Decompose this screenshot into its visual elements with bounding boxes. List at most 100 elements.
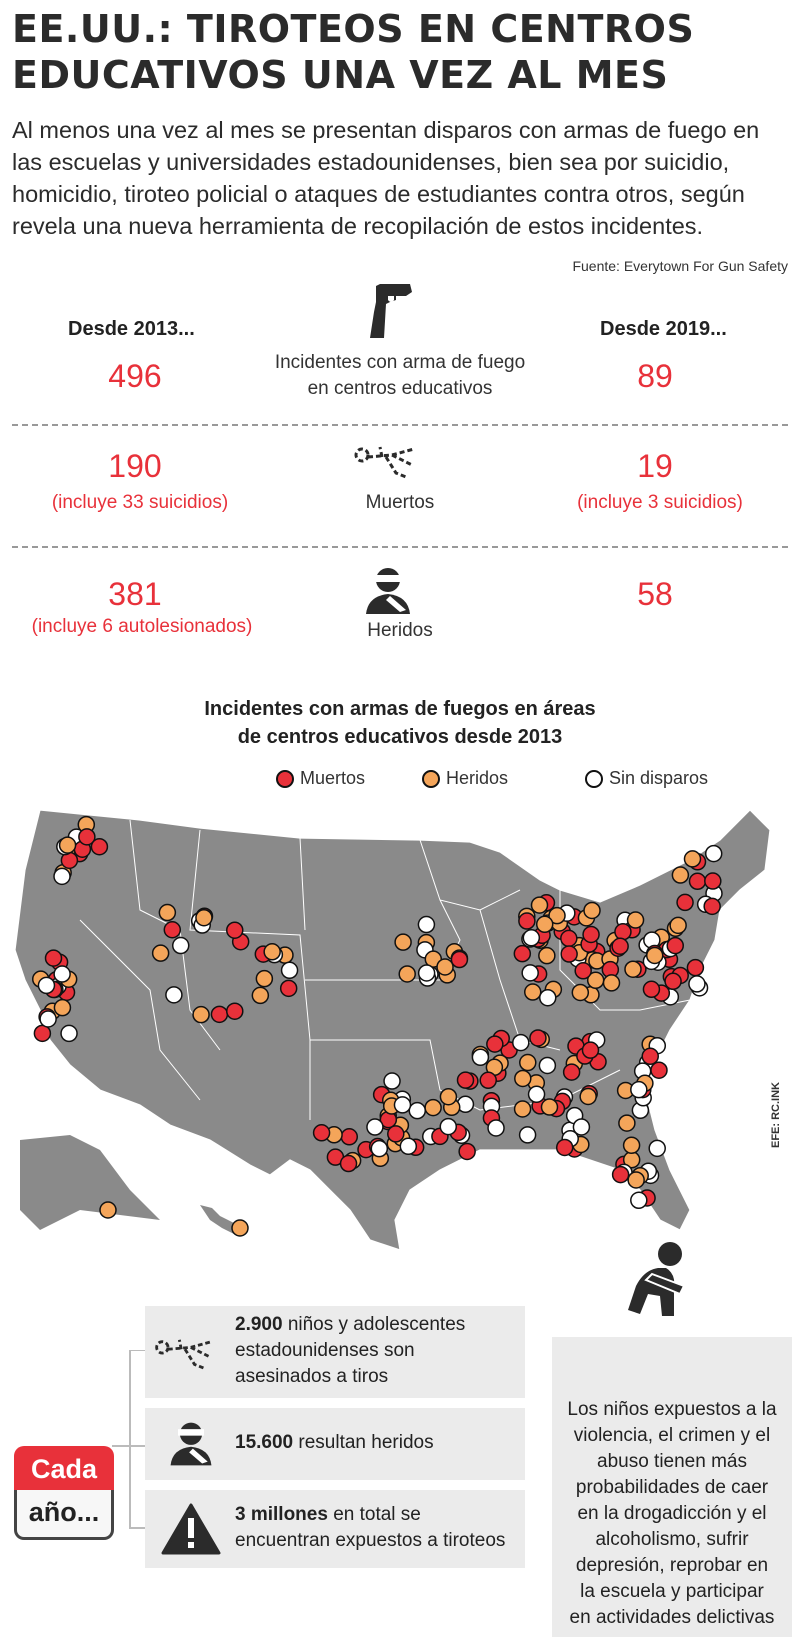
incident-dot <box>387 1125 405 1143</box>
alaska-shape <box>20 1135 160 1230</box>
legend-label: Muertos <box>300 768 366 788</box>
incident-dot <box>664 972 682 991</box>
distressed-child-icon <box>628 1242 686 1316</box>
legend-dot-orange <box>422 769 440 788</box>
incident-dot <box>671 866 690 884</box>
incident-dot <box>513 944 532 963</box>
incident-dot <box>676 893 694 912</box>
intro-line: las escuelas y universidades estadounide… <box>12 149 730 175</box>
incident-dot <box>611 937 629 955</box>
us-mainland-shape <box>14 809 771 1251</box>
incident-dot <box>548 906 566 925</box>
incident-dot <box>571 983 590 1002</box>
incident-dot <box>37 976 56 995</box>
legend-dot-red <box>276 769 294 788</box>
stat-label-incidents: Incidentes con arma de fuego en centros … <box>250 350 550 402</box>
stat-injured-2013: 381 <box>108 576 162 612</box>
incident-dot <box>666 936 684 955</box>
side-note-line: en actividades delictivas <box>569 1607 775 1628</box>
yearly-text: asesinados a tiros <box>235 1366 389 1387</box>
incident-dot <box>535 915 554 934</box>
calendar-badge-top: Cada <box>14 1446 114 1490</box>
stat-incidents-2013: 496 <box>108 358 162 394</box>
stat-label-line: en centros educativos <box>307 378 493 399</box>
body-outline-icon <box>155 1339 212 1370</box>
warning-icon <box>161 1503 221 1555</box>
incident-dot <box>622 1136 641 1155</box>
incident-dot <box>579 1087 597 1106</box>
incident-dot <box>279 979 298 998</box>
side-note-panel <box>552 1337 792 1637</box>
incident-dot <box>450 950 469 969</box>
stat-label-deaths: Muertos <box>365 492 435 513</box>
incident-dot <box>574 962 592 980</box>
yearly-text: estadounidenses son <box>235 1340 415 1361</box>
injured-person-icon <box>170 1422 212 1466</box>
incident-dot <box>703 897 721 916</box>
side-note-line: alcoholismo, sufrir <box>595 1529 749 1550</box>
legend-item-no-shots: Sin disparos <box>585 768 708 789</box>
incident-dot <box>487 1119 505 1137</box>
incident-dot <box>704 872 722 890</box>
side-note-line: la escuela y participar <box>580 1581 764 1602</box>
incident-dot <box>163 921 182 939</box>
yearly-text: niños y adolescentes <box>282 1314 466 1335</box>
incident-dot <box>417 964 436 982</box>
side-note-line: Los niños expuestos a la <box>567 1399 777 1420</box>
map-title-line: Incidentes con armas de fuegos en áreas <box>204 698 596 720</box>
intro-text: Al menos una vez al mes se presentan dis… <box>12 114 792 242</box>
side-note-line: abuso tienen más <box>597 1451 747 1472</box>
incident-dot <box>226 1002 244 1020</box>
source-credit: Fuente: Everytown For Gun Safety <box>572 258 788 274</box>
incident-dot <box>611 1165 630 1184</box>
map-title-line: de centros educativos desde 2013 <box>237 726 563 748</box>
incident-dot <box>583 901 601 920</box>
legend-item-deaths: Muertos <box>276 768 365 789</box>
incident-dot <box>582 925 600 944</box>
incident-dot <box>394 933 412 951</box>
incident-dot <box>231 1219 249 1237</box>
incident-dot <box>618 1114 636 1132</box>
incident-dot <box>263 943 281 961</box>
injured-person-icon <box>366 568 410 614</box>
incident-dot <box>627 1171 645 1189</box>
incident-dot <box>171 936 190 955</box>
row-divider <box>12 424 788 426</box>
incident-dot <box>53 867 71 886</box>
intro-line: homicidio, tiroteo policial o ataques de… <box>12 181 745 207</box>
incident-dot <box>648 1139 666 1158</box>
incident-dot <box>642 980 661 999</box>
incident-dot <box>514 1069 532 1088</box>
incident-dot <box>251 986 270 1005</box>
incident-dot <box>383 1072 401 1090</box>
incident-dot <box>538 988 557 1007</box>
yearly-text: encuentran expuestos a tiroteos <box>235 1530 506 1551</box>
incident-dots <box>31 815 723 1237</box>
gun-icon <box>370 284 412 338</box>
yearly-killed-number: 2.900 <box>235 1314 283 1335</box>
incident-dot <box>669 916 687 935</box>
incident-dot <box>456 1071 475 1089</box>
side-note-line: probabilidades de caer <box>575 1477 769 1498</box>
legend-label: Heridos <box>446 768 509 788</box>
incident-dot <box>458 1142 476 1161</box>
legend-label: Sin disparos <box>609 768 709 788</box>
legend-item-injured: Heridos <box>422 768 508 789</box>
incident-dot <box>312 1124 331 1142</box>
incident-dot <box>513 1100 532 1118</box>
incident-dot <box>370 1139 389 1158</box>
map-title: Incidentes con armas de fuegos en áreas … <box>120 695 680 751</box>
incident-dot <box>624 960 642 978</box>
incident-dot <box>366 1118 384 1136</box>
incident-dot <box>78 828 96 846</box>
incident-dot <box>165 986 183 1004</box>
column-header-2013: Desde 2013... <box>68 318 195 340</box>
incident-dot <box>572 1118 591 1136</box>
incident-dot <box>439 1117 458 1136</box>
incident-dot <box>60 1024 78 1043</box>
incident-dot <box>255 969 274 988</box>
incident-dot <box>479 1071 497 1090</box>
incident-dot <box>393 1096 412 1114</box>
incident-dot <box>44 949 63 967</box>
incident-dot <box>33 1024 52 1043</box>
